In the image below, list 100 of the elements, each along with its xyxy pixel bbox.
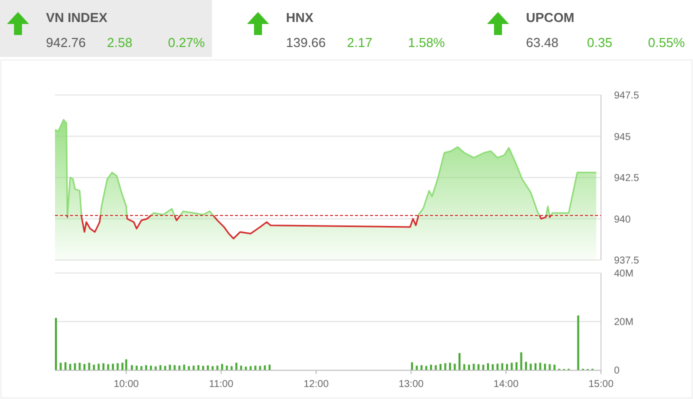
y-tick-label: 20M — [614, 317, 634, 328]
bar — [254, 366, 256, 370]
bar — [130, 365, 133, 370]
bar — [212, 366, 214, 370]
text: 0.27% — [168, 35, 206, 50]
bar — [482, 364, 484, 370]
bar — [240, 366, 242, 370]
bar — [178, 366, 180, 370]
bar — [416, 366, 418, 370]
y-tick-label: 940 — [614, 214, 632, 226]
bar — [192, 366, 195, 370]
bar — [250, 366, 252, 370]
bar — [88, 362, 90, 370]
bar — [434, 365, 437, 370]
y-tick-label: 0 — [614, 366, 620, 376]
bar — [64, 362, 66, 370]
bar — [268, 364, 271, 370]
bar — [530, 364, 532, 370]
bar — [544, 364, 546, 370]
text: 0.35 — [587, 35, 612, 50]
bar — [150, 366, 152, 370]
bar — [102, 363, 104, 370]
bar — [202, 366, 204, 370]
bar — [510, 362, 513, 370]
x-tick-label: 11:00 — [209, 379, 234, 390]
bar — [539, 362, 542, 370]
bar — [136, 366, 138, 370]
bar — [140, 366, 142, 370]
bar — [145, 365, 148, 370]
bar — [83, 364, 86, 370]
text: UPCOM — [526, 10, 574, 25]
bar — [174, 365, 176, 370]
bar — [206, 365, 209, 370]
text: 942.76 — [46, 35, 86, 50]
bar — [188, 366, 190, 370]
bar — [468, 364, 470, 370]
bar — [515, 362, 518, 370]
bar — [54, 318, 57, 370]
bar — [492, 364, 494, 370]
bar — [420, 365, 423, 370]
text: 2.17 — [347, 35, 372, 50]
bar — [216, 366, 218, 370]
bar — [534, 363, 536, 370]
bar — [98, 364, 100, 370]
y-tick-label: 942.5 — [614, 173, 640, 184]
x-tick-label: 10:00 — [114, 379, 140, 390]
bar — [449, 362, 452, 370]
x-tick-label: 12:00 — [304, 379, 330, 390]
bar — [411, 362, 414, 370]
bar — [496, 364, 498, 370]
bar — [264, 365, 266, 370]
bar — [501, 363, 504, 370]
bar — [478, 364, 480, 370]
x-tick-label: 15:00 — [588, 379, 614, 390]
bar — [107, 364, 110, 370]
bar — [430, 364, 432, 370]
bar — [78, 362, 81, 370]
y-tick-label: 945 — [614, 132, 632, 143]
bar — [112, 364, 114, 370]
bar — [69, 364, 72, 370]
bar — [458, 353, 461, 370]
bar — [444, 363, 446, 370]
text: 1.58% — [408, 35, 446, 50]
bar — [159, 365, 162, 370]
bar — [440, 364, 442, 370]
bar — [244, 366, 247, 370]
bar — [74, 363, 76, 370]
y-tick-label: 937.5 — [614, 256, 640, 266]
bar — [221, 364, 224, 370]
bar — [425, 366, 428, 370]
bar — [454, 364, 456, 370]
bar — [472, 364, 475, 370]
bar — [548, 364, 551, 370]
text: HNX — [286, 10, 314, 25]
bar — [520, 352, 522, 370]
bar — [506, 364, 508, 370]
bar — [487, 363, 489, 370]
bar — [463, 364, 466, 370]
text: 0.55% — [648, 35, 686, 50]
y-tick-label: 40M — [614, 268, 634, 280]
bar — [60, 362, 62, 370]
bar — [154, 366, 157, 370]
bar — [125, 359, 128, 370]
bar — [553, 364, 556, 370]
bar — [92, 364, 95, 370]
x-tick-label: 13:00 — [398, 379, 424, 390]
bar — [259, 366, 262, 370]
bar — [168, 364, 171, 370]
bar — [164, 366, 166, 370]
x-tick-label: 14:00 — [494, 379, 519, 390]
bar — [235, 362, 238, 370]
text: 2.58 — [107, 35, 132, 50]
bar — [183, 364, 186, 370]
text: 63.48 — [526, 35, 559, 50]
bar — [121, 362, 124, 370]
bar — [226, 366, 228, 370]
text: 139.66 — [286, 35, 326, 50]
text: VN INDEX — [46, 10, 108, 25]
bar — [197, 365, 200, 370]
bar — [230, 366, 233, 370]
